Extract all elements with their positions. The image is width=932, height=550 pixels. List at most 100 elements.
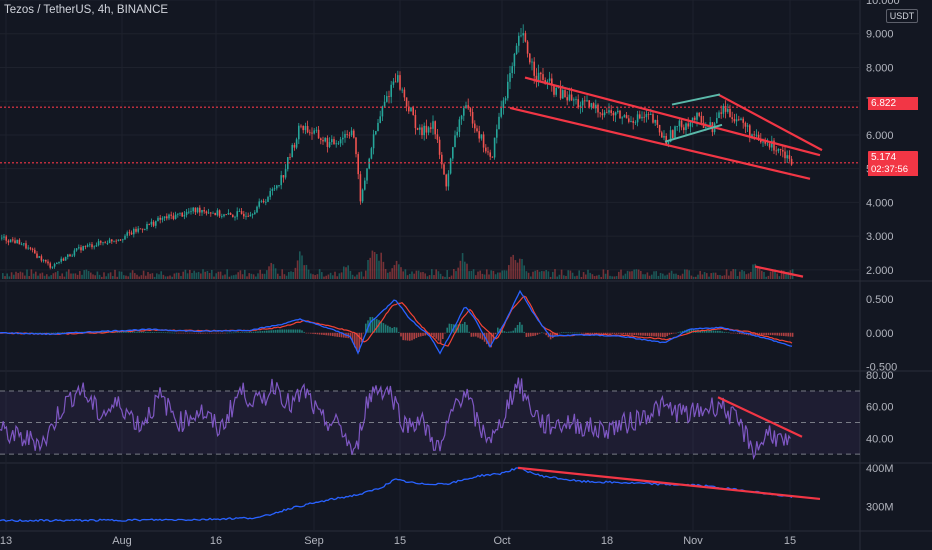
macd-histogram-bar xyxy=(670,332,673,335)
candle-body xyxy=(634,122,637,124)
volume-bar xyxy=(728,275,730,279)
rsi-line[interactable] xyxy=(0,377,791,461)
candle-body xyxy=(14,240,16,244)
volume-bar xyxy=(611,276,613,279)
candle-body xyxy=(64,256,67,261)
volume-bar xyxy=(136,274,138,279)
volume-bar xyxy=(345,267,347,279)
volume-bar xyxy=(464,261,466,279)
trendline[interactable] xyxy=(524,76,821,157)
symbol-title[interactable]: Tezos / TetherUS, 4h, BINANCE xyxy=(4,4,169,16)
candle-body xyxy=(333,139,335,145)
volume-bar xyxy=(576,275,578,279)
volume-bar xyxy=(50,275,52,279)
wedge-line[interactable] xyxy=(664,123,723,143)
rsi-trendline[interactable] xyxy=(717,396,803,438)
candle-body xyxy=(614,112,617,116)
macd-line[interactable] xyxy=(0,289,793,355)
macd-histogram-bar xyxy=(640,332,642,336)
candle-body xyxy=(656,119,659,125)
volume-bar xyxy=(362,276,365,279)
candle-body xyxy=(82,246,84,251)
macd-histogram-bar xyxy=(208,332,211,334)
price-tick-label: 9.000 xyxy=(866,29,894,41)
volume-bar xyxy=(171,276,173,279)
macd-pane[interactable] xyxy=(0,289,794,355)
candle-body xyxy=(436,134,439,140)
obv-trendline[interactable] xyxy=(517,466,821,501)
macd-histogram-bar xyxy=(400,332,402,337)
candle-body xyxy=(507,81,509,99)
volume-bar xyxy=(52,273,55,279)
trendline[interactable] xyxy=(509,106,811,180)
volume-bar xyxy=(257,273,259,279)
volume-bar xyxy=(580,276,583,279)
quote-unit-badge[interactable]: USDT xyxy=(886,9,918,23)
volume-bar xyxy=(571,272,574,279)
volume-bar xyxy=(437,271,440,279)
volume-bar xyxy=(677,274,679,279)
candle-body xyxy=(130,232,133,235)
macd-histogram-bar xyxy=(336,332,338,337)
macd-histogram-bar xyxy=(120,331,123,333)
volume-bar xyxy=(439,273,442,279)
candle-body xyxy=(289,157,291,158)
volume-bar xyxy=(98,274,101,279)
trendline[interactable] xyxy=(754,265,804,278)
macd-histogram-bar xyxy=(61,332,63,333)
candle-body xyxy=(630,120,632,122)
resistance-price-tag: 6.822 xyxy=(868,97,918,110)
candle-body xyxy=(331,139,333,143)
price-pane[interactable] xyxy=(0,24,860,279)
volume-bar xyxy=(563,275,565,279)
volume-bar xyxy=(312,274,314,279)
candle-body xyxy=(280,175,282,186)
candle-body xyxy=(720,112,722,114)
volume-bar xyxy=(708,276,710,279)
volume-bar xyxy=(389,271,391,279)
candle-body xyxy=(115,240,117,242)
volume-bar xyxy=(547,271,550,279)
volume-bar xyxy=(230,275,233,279)
macd-histogram-bar xyxy=(296,329,299,333)
candle-body xyxy=(221,216,223,218)
macd-histogram-bar xyxy=(554,332,556,337)
candle-body xyxy=(16,239,18,244)
candle-body xyxy=(133,228,135,235)
macd-signal-line[interactable] xyxy=(0,295,793,347)
volume-bar xyxy=(294,267,297,279)
macd-histogram-bar xyxy=(402,332,404,341)
volume-bar xyxy=(468,271,470,279)
candle-body xyxy=(540,72,542,75)
rsi-pane[interactable] xyxy=(0,377,860,461)
macd-histogram-bar xyxy=(765,332,767,336)
macd-histogram-bar xyxy=(142,331,145,333)
volume-bar xyxy=(314,275,316,279)
macd-histogram-bar xyxy=(103,331,105,333)
candle-body xyxy=(256,206,258,213)
volume-bar xyxy=(241,274,244,279)
candle-body xyxy=(438,139,441,155)
macd-histogram-bar xyxy=(369,317,371,333)
candle-body xyxy=(718,112,720,119)
candle-body xyxy=(441,154,443,165)
volume-bar xyxy=(549,276,552,279)
candle-body xyxy=(661,132,663,138)
volume-bar xyxy=(675,273,677,279)
macd-histogram-bar xyxy=(569,332,572,334)
macd-histogram-bar xyxy=(268,330,270,333)
macd-histogram-bar xyxy=(780,332,783,336)
trendline[interactable] xyxy=(717,93,823,152)
volume-bar xyxy=(613,276,616,279)
wedge-line[interactable] xyxy=(671,93,721,106)
volume-bar xyxy=(105,276,107,279)
candle-body xyxy=(705,126,707,128)
candle-body xyxy=(573,99,575,101)
volume-bar xyxy=(13,274,15,279)
candle-body xyxy=(562,90,564,99)
obv-pane[interactable] xyxy=(0,466,821,523)
candle-body xyxy=(667,141,670,145)
volume-bar xyxy=(631,271,633,279)
candle-body xyxy=(300,125,302,127)
